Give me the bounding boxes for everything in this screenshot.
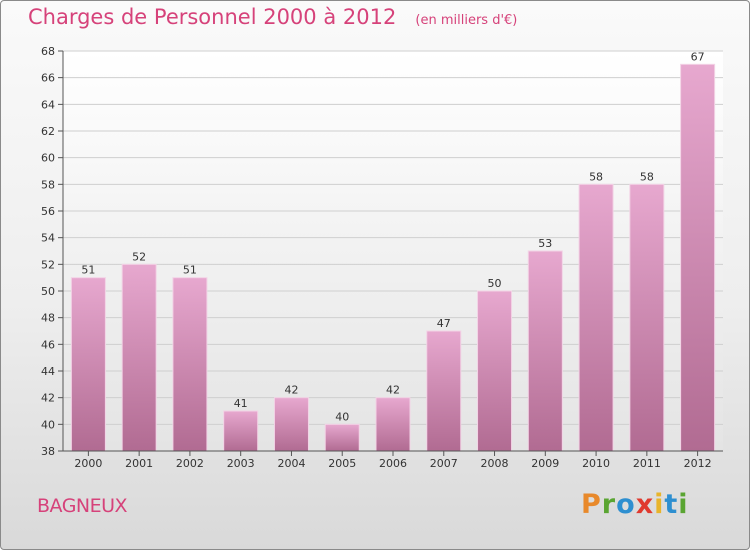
bar-2005 — [324, 423, 360, 452]
bars — [70, 63, 716, 452]
data-label: 52 — [132, 250, 146, 263]
y-tick-label: 44 — [41, 365, 55, 378]
y-tick-label: 64 — [41, 98, 55, 111]
data-label: 67 — [691, 50, 705, 63]
x-tick-label: 2007 — [430, 457, 458, 470]
data-label: 42 — [386, 384, 400, 397]
data-label: 51 — [183, 264, 197, 277]
data-label: 58 — [640, 170, 654, 183]
y-tick-label: 46 — [41, 338, 55, 351]
y-tick-label: 58 — [41, 178, 55, 191]
y-tick-label: 60 — [41, 152, 55, 165]
chart-unit: (en milliers d'€) — [415, 13, 518, 28]
x-tick-label: 2010 — [582, 457, 610, 470]
bar-2012 — [680, 63, 716, 452]
x-tick-label: 2006 — [379, 457, 407, 470]
y-tick-label: 38 — [41, 445, 55, 458]
y-tick-label: 68 — [41, 45, 55, 58]
y-tick-label: 54 — [41, 232, 55, 245]
y-tick-label: 66 — [41, 72, 55, 85]
y-tick-label: 48 — [41, 312, 55, 325]
data-label: 41 — [234, 397, 248, 410]
logo-letter: r — [601, 489, 617, 520]
y-tick-label: 62 — [41, 125, 55, 138]
y-tick-label: 50 — [41, 285, 55, 298]
bar-2004 — [273, 397, 309, 452]
x-tick-label: 2001 — [125, 457, 153, 470]
data-labels: 51 52 51 41 42 40 42 47 50 53 58 58 67 — [81, 50, 704, 423]
x-tick-label: 2008 — [481, 457, 509, 470]
x-tick-label: 2005 — [328, 457, 356, 470]
bar-2008 — [477, 290, 513, 452]
bar-2002 — [172, 277, 208, 452]
data-label: 42 — [284, 384, 298, 397]
y-tick-label: 42 — [41, 392, 55, 405]
data-label: 58 — [589, 170, 603, 183]
data-label: 53 — [538, 237, 552, 250]
proxiti-logo: Proxiti — [581, 489, 689, 520]
logo-letter: t — [664, 489, 679, 520]
logo-letter: P — [581, 489, 602, 520]
bar-2001 — [121, 263, 157, 452]
x-tick-label: 2003 — [227, 457, 255, 470]
x-tick-label: 2000 — [74, 457, 102, 470]
bar-2003 — [223, 410, 259, 452]
logo-letter: i — [654, 489, 665, 520]
title-row: Charges de Personnel 2000 à 2012 (en mil… — [28, 5, 517, 29]
bar-2000 — [70, 277, 106, 452]
bar-2006 — [375, 397, 411, 452]
data-label: 40 — [335, 410, 349, 423]
y-axis: 38 40 42 44 46 48 50 52 54 56 58 60 62 64 66 68 — [41, 45, 64, 458]
data-label: 50 — [488, 277, 502, 290]
commune-name: BAGNEUX — [37, 495, 128, 517]
bar-2009 — [527, 250, 563, 452]
logo-letter: o — [616, 489, 636, 520]
logo-letter: i — [678, 489, 689, 520]
y-tick-label: 52 — [41, 258, 55, 271]
data-label: 51 — [81, 264, 95, 277]
bar-2007 — [426, 330, 462, 452]
x-tick-label: 2012 — [684, 457, 712, 470]
y-tick-label: 40 — [41, 418, 55, 431]
data-label: 47 — [437, 317, 451, 330]
x-tick-label: 2009 — [531, 457, 559, 470]
chart-title: Charges de Personnel 2000 à 2012 — [28, 5, 397, 29]
bar-2011 — [629, 183, 665, 452]
bar-2010 — [578, 183, 614, 452]
x-tick-label: 2002 — [176, 457, 204, 470]
logo-letter: x — [635, 489, 655, 520]
x-tick-label: 2004 — [277, 457, 305, 470]
x-axis: 2000 2001 2002 2003 2004 2005 2006 2007 2008 2009… — [63, 450, 723, 470]
x-tick-label: 2011 — [633, 457, 661, 470]
y-tick-label: 56 — [41, 205, 55, 218]
